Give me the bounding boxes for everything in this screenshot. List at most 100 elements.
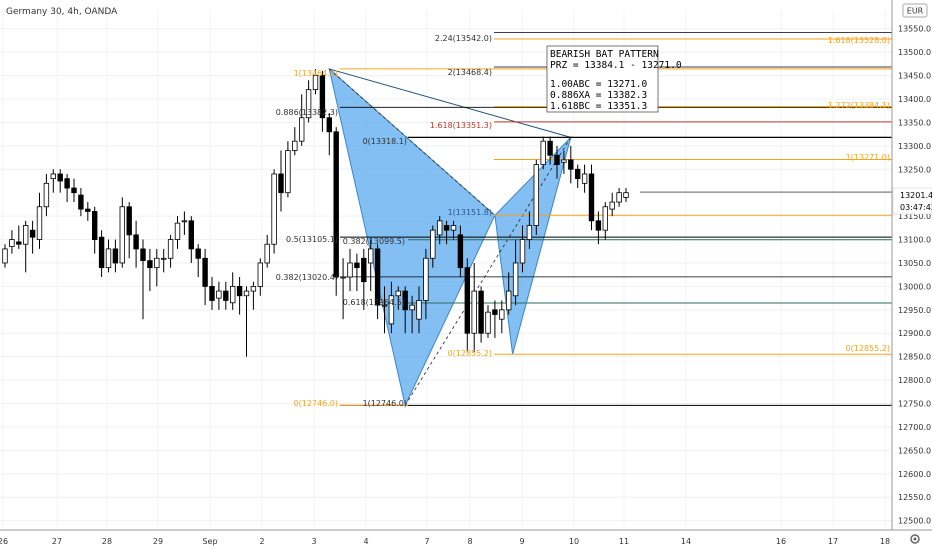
- y-tick-label: 12950.0: [898, 306, 931, 315]
- candle-bear: [236, 285, 243, 297]
- pattern-ad-dashed: [404, 137, 572, 406]
- fib-label-d-1272: 1.272(13384.1): [828, 101, 890, 110]
- y-tick-label: 13050.0: [898, 259, 931, 268]
- info-box-line1: 1.00ABC = 13271.0: [550, 79, 648, 90]
- candle-bull: [181, 220, 188, 223]
- candle-bull: [623, 192, 629, 198]
- currency-button[interactable]: EUR: [902, 3, 928, 18]
- candle-bear: [126, 206, 132, 236]
- time-axis[interactable]: 26 27 28 29 Sep 2 3 4 7 8 9 10 11 14 16 17 18: [0, 529, 932, 546]
- fib-label-c-0: 0(13318.1): [363, 137, 407, 146]
- candle-bull: [271, 173, 277, 245]
- y-tick-label: 12850.0: [898, 353, 931, 362]
- candle-bull: [9, 239, 15, 247]
- candle-bear: [64, 178, 70, 189]
- candle-bear: [326, 117, 332, 133]
- candle-bull: [423, 257, 429, 301]
- candle-bear: [188, 220, 194, 250]
- candle-bull: [119, 206, 125, 264]
- candle-bull: [602, 206, 608, 231]
- info-box-bg: [546, 45, 659, 113]
- candle-bull: [22, 225, 29, 245]
- x-tick-label: 2: [259, 537, 264, 546]
- fib-label-a-level-1: 1(12746.0): [363, 399, 407, 408]
- x-tick-label: 3: [311, 537, 316, 546]
- candle-bear: [112, 248, 119, 264]
- fib-label-xa-05: 0.5(13105.1): [286, 235, 338, 244]
- candle-bear: [333, 131, 339, 278]
- candles: [2, 69, 629, 357]
- candle-bear: [575, 168, 581, 180]
- candle-bull: [105, 248, 112, 269]
- candle-bear: [140, 248, 146, 262]
- candle-bear: [361, 257, 367, 283]
- candle-bear: [374, 248, 381, 306]
- candle-bull: [430, 229, 436, 259]
- y-tick-label: 12550.0: [898, 493, 931, 502]
- x-tick-label: 4: [363, 537, 368, 546]
- candle-bull: [167, 239, 174, 259]
- y-tick-label: 13450.0: [898, 72, 931, 81]
- candle-bear: [16, 241, 22, 245]
- x-tick-label: 18: [880, 537, 890, 546]
- x-tick-label: Sep: [202, 537, 217, 546]
- candle-bear: [133, 234, 139, 250]
- candle-bull: [409, 304, 415, 311]
- fib-label-b-0382: 0.382(13099.5): [343, 237, 405, 246]
- candle-bear: [209, 285, 215, 301]
- candle-bear: [595, 220, 602, 231]
- x-tick-label: 9: [519, 537, 524, 546]
- candle-bear: [71, 187, 77, 194]
- y-tick-label: 13350.0: [898, 118, 931, 127]
- candle-bull: [285, 150, 291, 194]
- gear-icon[interactable]: [910, 534, 920, 544]
- pattern-info-box[interactable]: BEARISH BAT PATTERN PRZ = 13384.1 - 1327…: [546, 45, 682, 113]
- info-box-line3: 1.618BC = 13351.3: [550, 101, 647, 112]
- candle-bull: [533, 164, 539, 226]
- fib-label-b-1: 1(13151.8): [448, 208, 492, 217]
- y-tick-label: 12600.0: [898, 470, 931, 479]
- candle-bear: [492, 309, 498, 315]
- candle-bull: [367, 248, 374, 264]
- x-tick-label: 17: [828, 537, 838, 546]
- y-tick-label: 12900.0: [898, 329, 931, 338]
- candle-bull: [154, 257, 160, 269]
- fib-label-d-0: 0(12855.2): [846, 344, 890, 353]
- candle-bull: [174, 222, 181, 240]
- candle-bear: [85, 208, 91, 212]
- candle-bull: [388, 295, 395, 325]
- y-tick-label: 13550.0: [898, 25, 931, 34]
- candle-bull: [229, 285, 236, 304]
- candle-bull: [581, 173, 588, 184]
- fib-label-c-224: 2.24(13542.0): [435, 34, 492, 43]
- y-tick-label: 12500.0: [898, 517, 931, 526]
- candle-bull: [298, 117, 305, 142]
- y-tick-label: 12800.0: [898, 376, 931, 385]
- y-tick-label: 12700.0: [898, 423, 931, 432]
- fib-label-b-0618: 0.618(12964.5): [343, 298, 405, 307]
- fib-label-x-level: 1(13464.2): [294, 69, 338, 78]
- candle-bear: [568, 159, 574, 170]
- candle-bull: [264, 243, 270, 264]
- x-tick-label: 28: [102, 537, 112, 546]
- price-axis[interactable]: 13550.0 13500.0 13450.0 13400.0 13350.0 13300…: [891, 0, 931, 530]
- candle-bear: [147, 260, 153, 269]
- candle-bull: [526, 225, 533, 240]
- candle-bull: [505, 290, 512, 311]
- candle-bear: [319, 75, 326, 119]
- info-box-prz: PRZ = 13384.1 - 13271.0: [550, 60, 682, 71]
- candle-bull: [381, 304, 388, 307]
- y-tick-label: 13150.0: [898, 212, 931, 221]
- candle-bear: [464, 267, 470, 334]
- candle-bull: [540, 140, 546, 165]
- candle-bear: [354, 262, 360, 269]
- candle-bull: [43, 182, 50, 208]
- countdown-value: 03:47:42: [900, 203, 932, 212]
- candle-bear: [457, 234, 464, 269]
- candle-bull: [347, 262, 353, 278]
- fib-label-c-2: 2(13468.4): [448, 68, 492, 77]
- candle-bear: [29, 229, 36, 238]
- candle-bull: [561, 159, 567, 163]
- candle-bull: [216, 290, 222, 299]
